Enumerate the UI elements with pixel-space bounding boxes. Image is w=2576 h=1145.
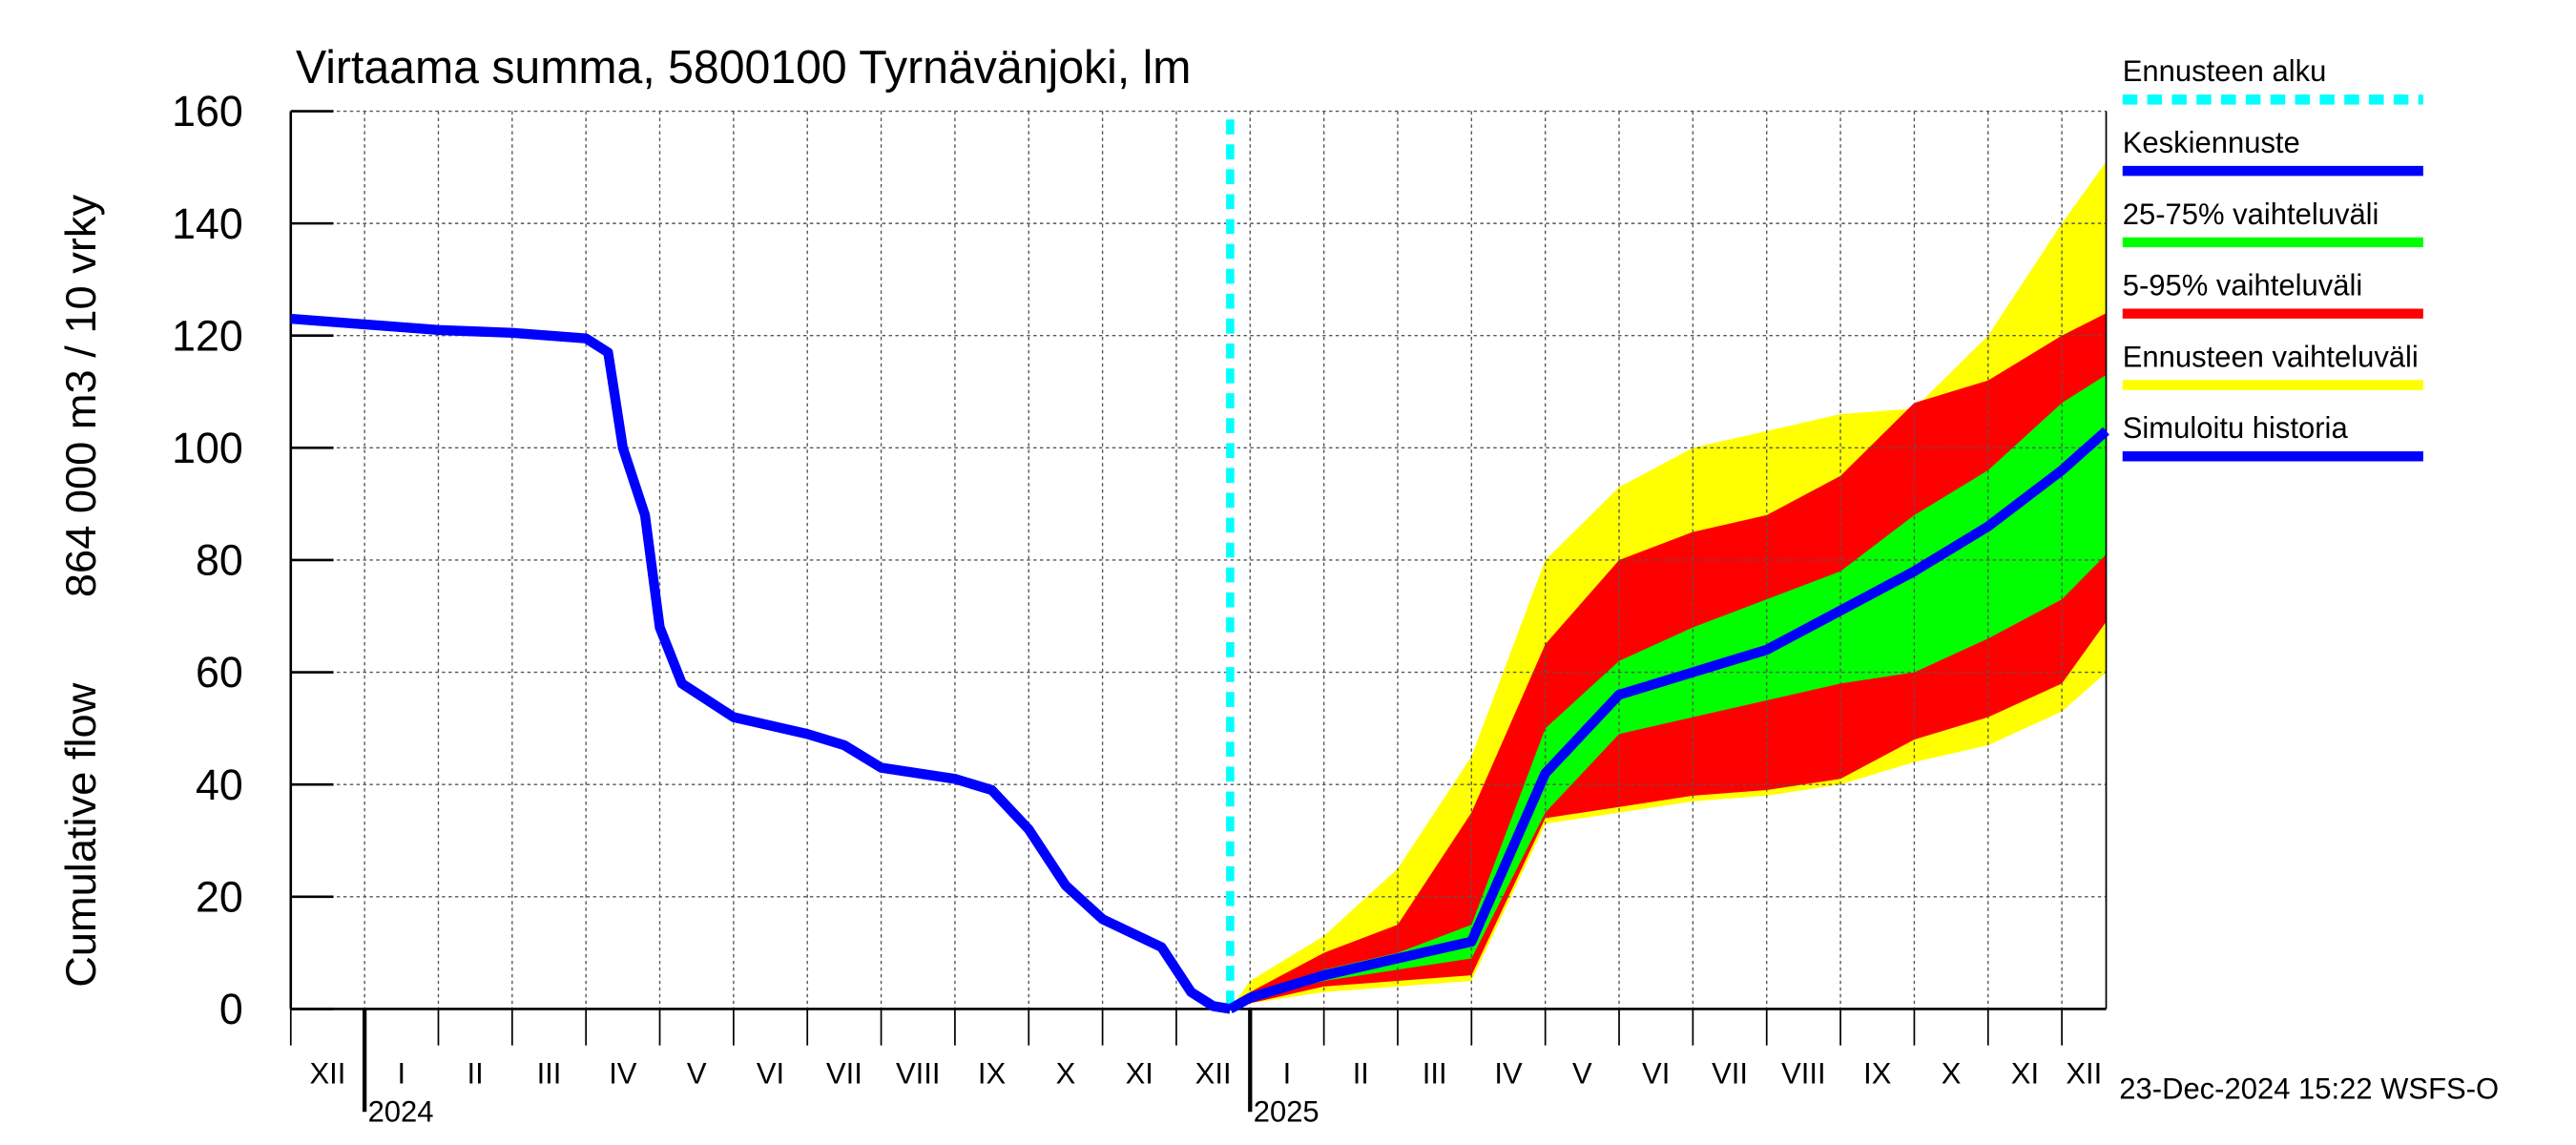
y-tick-label: 60: [196, 648, 243, 697]
line: [1227, 427, 2109, 1013]
year-label: 2024: [368, 1095, 434, 1129]
x-tick-label: II: [1353, 1057, 1369, 1091]
year-label: 2025: [1254, 1095, 1319, 1129]
y-tick-label: 80: [196, 535, 243, 584]
y-axis-label: 864 000 m3 / 10 vrky: [56, 194, 105, 597]
x-tick-label: IX: [978, 1057, 1007, 1091]
y-tick-label: 0: [219, 985, 243, 1033]
x-tick-label: XII: [2066, 1057, 2102, 1091]
legend-label: 25-75% vaihteluväli: [2123, 198, 2379, 231]
legend-label: Ennusteen alku: [2123, 54, 2327, 88]
x-tick-label: VIII: [1781, 1057, 1826, 1091]
legend-label: 5-95% vaihteluväli: [2123, 268, 2362, 302]
chart-title: Virtaama summa, 5800100 Tyrnävänjoki, lm: [296, 42, 1192, 94]
x-tick-label: III: [1423, 1057, 1447, 1091]
x-tick-label: I: [397, 1057, 405, 1091]
x-tick-label: VII: [1712, 1057, 1748, 1091]
band: [1230, 374, 2107, 1010]
x-tick-label: XII: [1195, 1057, 1232, 1091]
x-tick-label: II: [467, 1057, 484, 1091]
x-tick-label: V: [687, 1057, 707, 1091]
x-tick-label: VII: [826, 1057, 862, 1091]
line: [290, 313, 1232, 1014]
timestamp: 23-Dec-2024 15:22 WSFS-O: [2119, 1072, 2499, 1105]
x-tick-label: VIII: [896, 1057, 941, 1091]
x-tick-label: IV: [609, 1057, 637, 1091]
y-tick-label: 140: [172, 199, 243, 248]
y-tick-label: 20: [196, 872, 243, 921]
x-tick-label: VI: [1642, 1057, 1670, 1091]
x-tick-label: I: [1283, 1057, 1292, 1091]
x-tick-label: IV: [1494, 1057, 1523, 1091]
y-tick-label: 160: [172, 87, 243, 135]
y-tick-label: 120: [172, 311, 243, 360]
x-tick-label: IX: [1863, 1057, 1892, 1091]
legend-label: Keskiennuste: [2123, 126, 2300, 159]
y-axis-label: Cumulative flow: [56, 682, 105, 988]
x-tick-label: V: [1572, 1057, 1592, 1091]
x-tick-label: X: [1056, 1057, 1076, 1091]
legend-label: Ennusteen vaihteluväli: [2123, 340, 2419, 373]
y-tick-label: 40: [196, 760, 243, 809]
y-tick-label: 100: [172, 424, 243, 472]
x-tick-label: III: [537, 1057, 562, 1091]
x-tick-label: XII: [310, 1057, 346, 1091]
x-tick-label: X: [1942, 1057, 1962, 1091]
x-tick-label: XI: [2011, 1057, 2039, 1091]
x-tick-label: VI: [757, 1057, 784, 1091]
legend-label: Simuloitu historia: [2123, 411, 2349, 445]
x-tick-label: XI: [1126, 1057, 1153, 1091]
